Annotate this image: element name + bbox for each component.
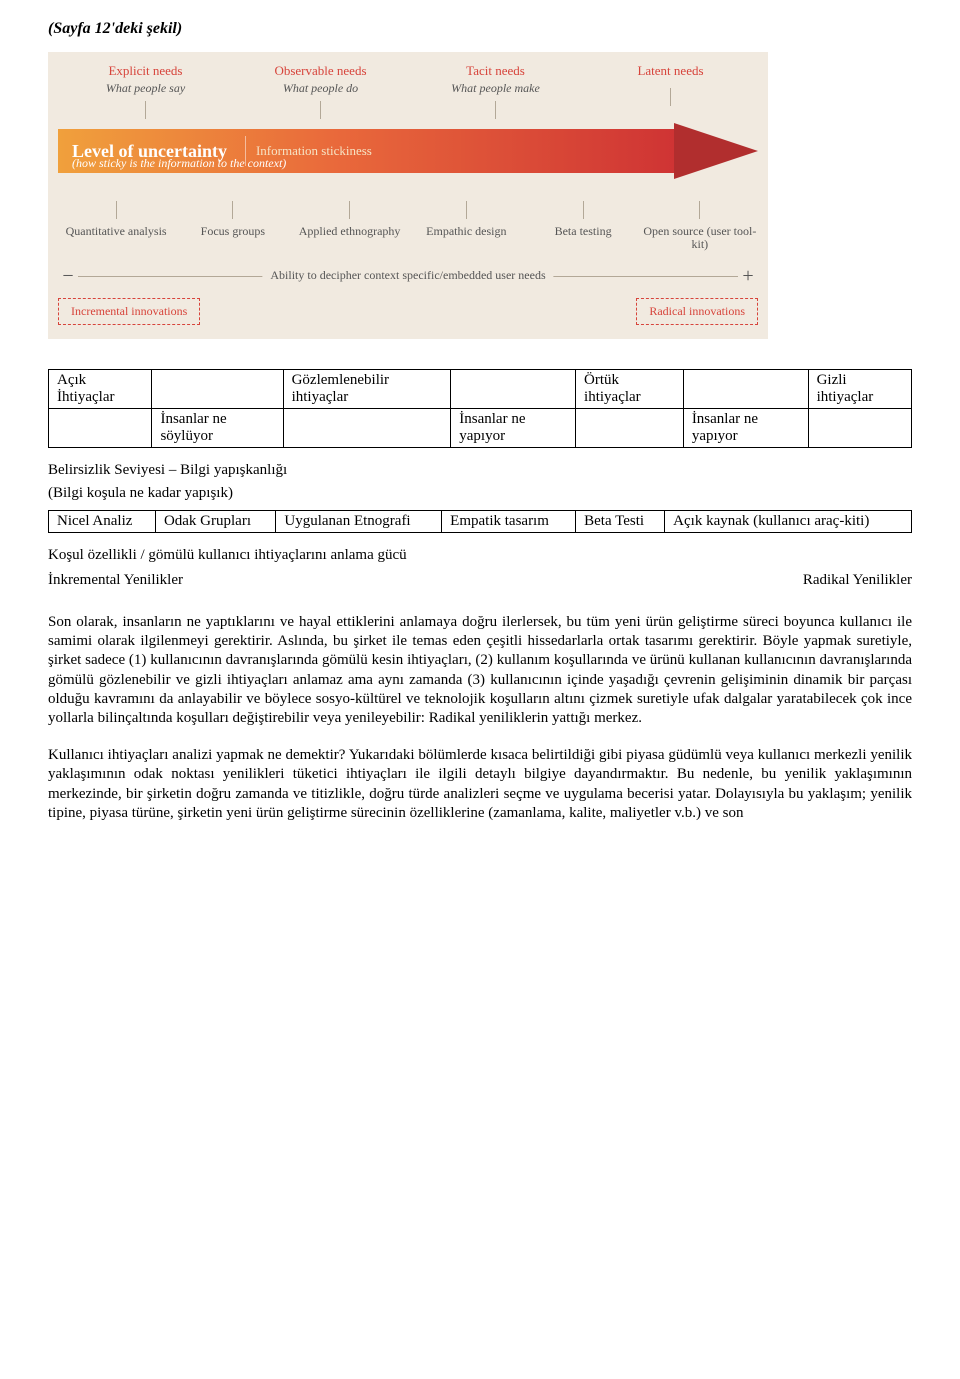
cell: İnsanlar ne yapıyor <box>451 409 576 448</box>
cell: Açık İhtiyaçlar <box>49 370 152 409</box>
cell <box>451 370 576 409</box>
cell: Odak Grupları <box>155 511 275 533</box>
table-row: Nicel Analiz Odak Grupları Uygulanan Etn… <box>49 511 912 533</box>
cell <box>808 409 911 448</box>
plus-sign: + <box>738 265 758 288</box>
ability-row: − Ability to decipher context specific/e… <box>58 265 758 288</box>
cell: Nicel Analiz <box>49 511 156 533</box>
page-reference: (Sayfa 12'deki şekil) <box>48 20 912 38</box>
uncertainty-figure: Explicit needs What people say Observable… <box>48 52 768 339</box>
cell <box>152 370 283 409</box>
cell: Gözlemlenebilir ihtiyaçlar <box>283 370 451 409</box>
cell: Beta Testi <box>576 511 665 533</box>
needs-table-tr: Açık İhtiyaçlar Gözlemlenebilir ihtiyaçl… <box>48 369 912 448</box>
paragraph-1: Son olarak, insanların ne yaptıklarını v… <box>48 613 912 728</box>
cell <box>683 370 808 409</box>
method-5: Open source (user tool-kit) <box>642 225 758 251</box>
kosul-label: Koşul özellikli / gömülü kullanıcı ihtiy… <box>48 547 912 564</box>
inno-right-box: Radical innovations <box>636 298 758 325</box>
need-sub-1: What people do <box>283 82 358 95</box>
need-type-2: Tacit needs <box>466 64 525 78</box>
bar-caption: (how sticky is the information to the co… <box>72 156 286 171</box>
innovation-row: Incremental innovations Radical innovati… <box>58 298 758 325</box>
method-1: Focus groups <box>201 225 265 238</box>
inno-tr-left: İnkremental Yenilikler <box>48 572 183 589</box>
cell: Örtük ihtiyaçlar <box>576 370 684 409</box>
need-type-1: Observable needs <box>274 64 366 78</box>
need-type-0: Explicit needs <box>108 64 182 78</box>
cell: İnsanlar ne söylüyor <box>152 409 283 448</box>
method-4: Beta testing <box>555 225 612 238</box>
uncertainty-arrow: Level of uncertainty Information stickin… <box>58 123 758 179</box>
method-0: Quantitative analysis <box>66 225 167 238</box>
inno-left-box: Incremental innovations <box>58 298 200 325</box>
cell <box>49 409 152 448</box>
ability-text: Ability to decipher context specific/emb… <box>262 268 553 283</box>
need-type-3: Latent needs <box>637 64 703 78</box>
method-2: Applied ethnography <box>299 225 401 238</box>
cell <box>283 409 451 448</box>
cell <box>576 409 684 448</box>
uncertainty-caption-1: Belirsizlik Seviyesi – Bilgi yapışkanlığ… <box>48 462 912 479</box>
table-row: İnsanlar ne söylüyor İnsanlar ne yapıyor… <box>49 409 912 448</box>
cell: Açık kaynak (kullanıcı araç-kiti) <box>665 511 912 533</box>
methods-row: Quantitative analysis Focus groups Appli… <box>58 201 758 251</box>
methods-table-tr: Nicel Analiz Odak Grupları Uygulanan Etn… <box>48 510 912 533</box>
cell: Gizli ihtiyaçlar <box>808 370 911 409</box>
cell: İnsanlar ne yapıyor <box>683 409 808 448</box>
inno-tr-right: Radikal Yenilikler <box>803 572 912 589</box>
uncertainty-caption-2: (Bilgi koşula ne kadar yapışık) <box>48 485 912 502</box>
paragraph-2: Kullanıcı ihtiyaçları analizi yapmak ne … <box>48 746 912 823</box>
cell: Uygulanan Etnografi <box>276 511 442 533</box>
table-row: Açık İhtiyaçlar Gözlemlenebilir ihtiyaçl… <box>49 370 912 409</box>
need-types-row: Explicit needs What people say Observable… <box>58 64 758 119</box>
innovation-labels-tr: İnkremental Yenilikler Radikal Yenilikle… <box>48 572 912 589</box>
need-sub-2: What people make <box>451 82 540 95</box>
method-3: Empathic design <box>426 225 506 238</box>
need-sub-0: What people say <box>106 82 185 95</box>
cell: Empatik tasarım <box>442 511 576 533</box>
minus-sign: − <box>58 265 78 288</box>
